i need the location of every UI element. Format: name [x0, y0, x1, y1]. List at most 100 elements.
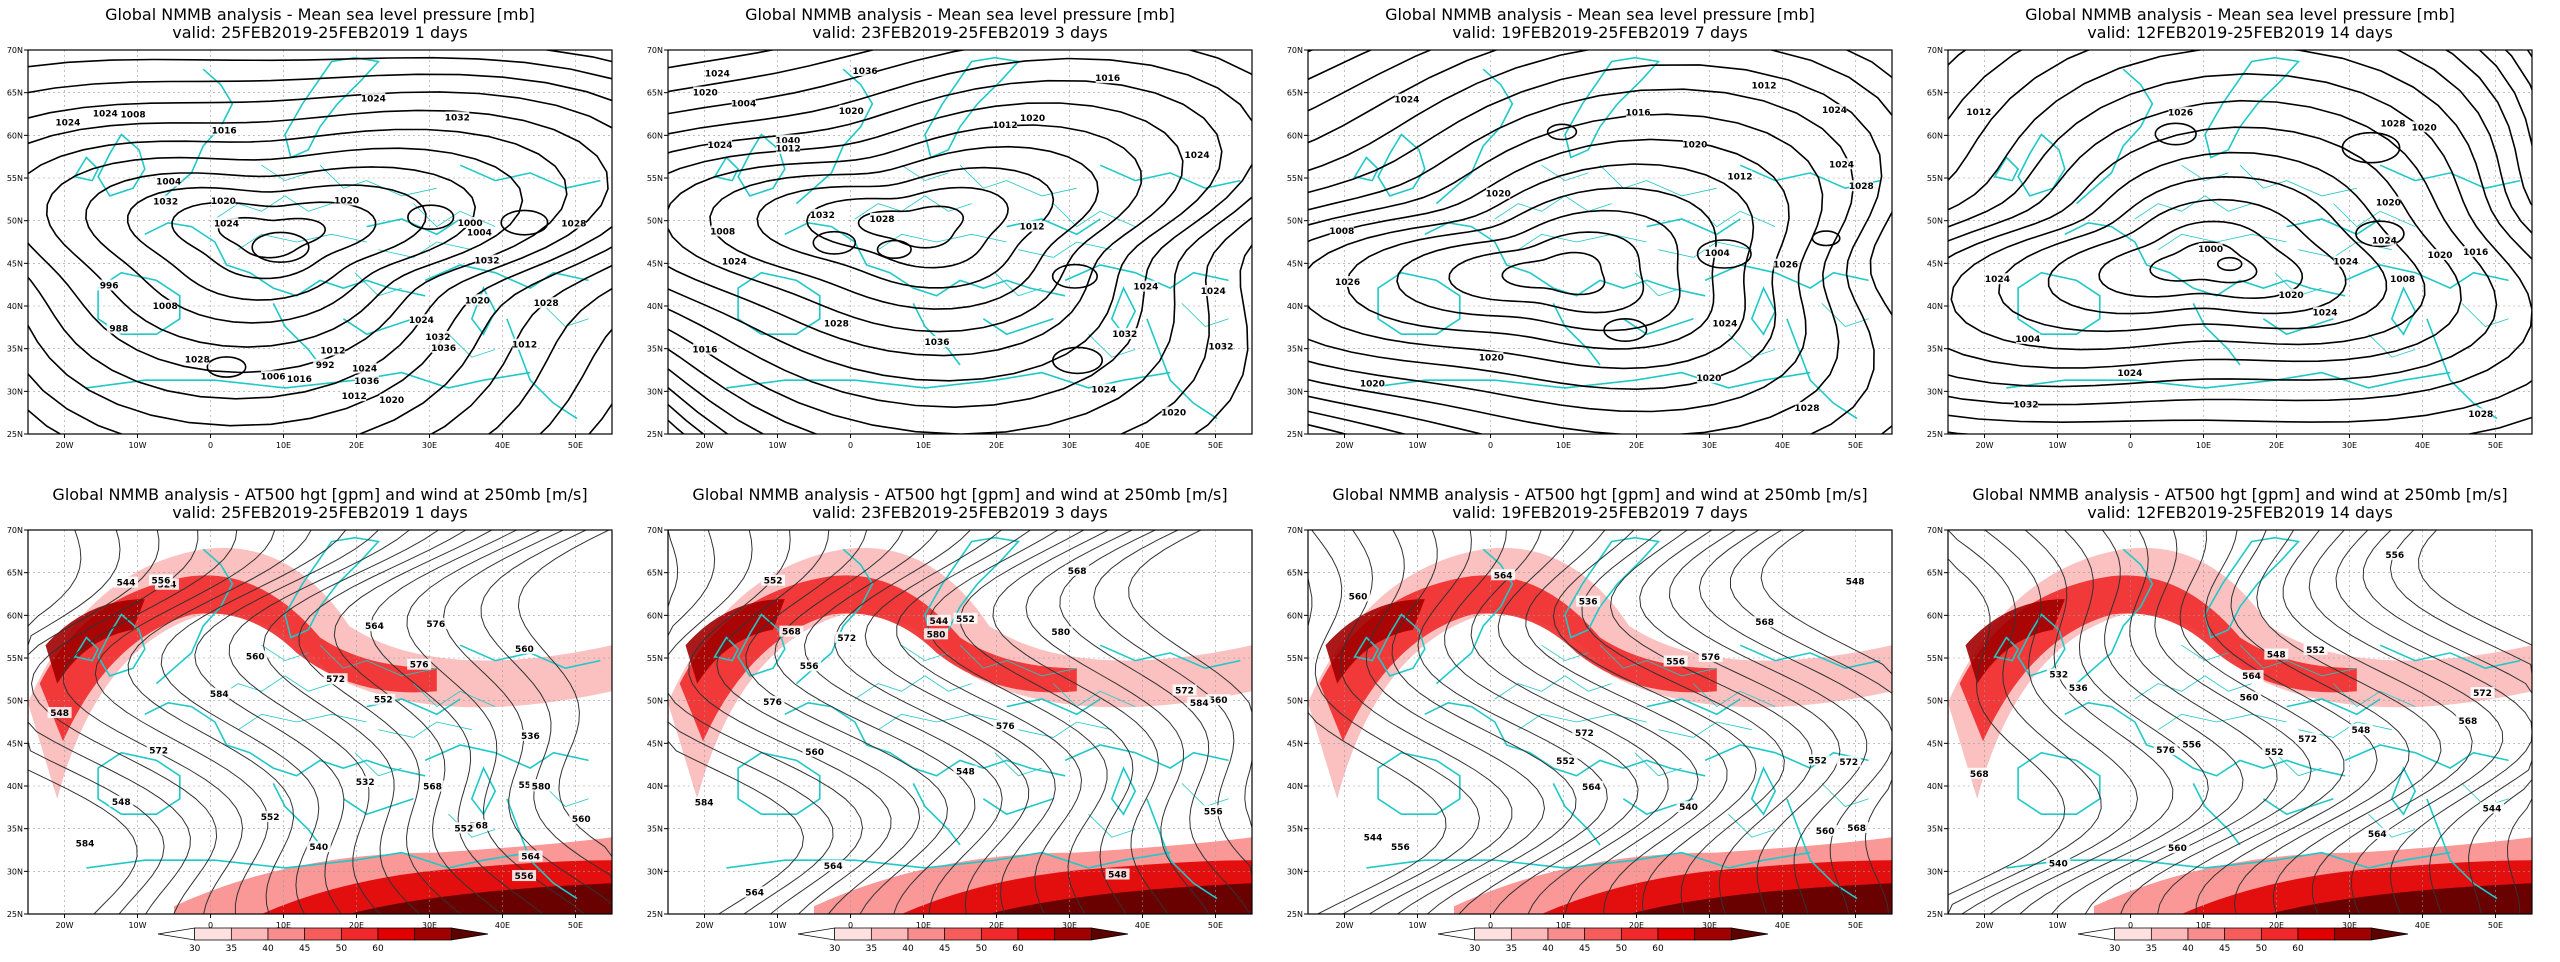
contour-label: 564 — [1582, 783, 1601, 793]
lat-tick-label: 35N — [647, 825, 663, 834]
closed-isobar — [812, 230, 857, 255]
country-border — [1517, 233, 1647, 251]
contour-label: 1028 — [1849, 182, 1874, 192]
colorbar-segment — [2297, 927, 2336, 941]
contour-label-bg — [379, 393, 404, 405]
contour-label-bg — [306, 841, 331, 853]
contour-label: 1000 — [458, 219, 483, 229]
map-panel: 532 536 540 544 548 552 556 560 564 568 572 576 548 5… — [1920, 480, 2560, 960]
colorbar-segment — [834, 927, 872, 941]
isobar — [1308, 163, 1755, 370]
lon-tick-label: 10W — [1408, 921, 1426, 930]
contour-label: 548 — [2352, 726, 2371, 736]
contour-label-bg — [1682, 138, 1707, 150]
contour-label-bg — [55, 116, 80, 128]
country-border — [319, 644, 437, 677]
contour-label-bg — [775, 134, 800, 146]
contour-label: 572 — [2473, 689, 2492, 699]
country-border — [378, 721, 472, 738]
contour-label: 1024 — [2372, 237, 2397, 247]
map-panel: 1000 1004 1008 1012 1016 1020 1024 1028 1026 1032… — [1920, 0, 2560, 480]
contour-label: 564 — [824, 862, 843, 872]
contour-label-bg — [731, 97, 756, 109]
height-contour — [834, 530, 1030, 914]
lon-tick-label: 10W — [768, 441, 786, 450]
isobar — [171, 201, 377, 280]
contour-label: 564 — [745, 888, 764, 898]
contour-label: 1032 — [475, 257, 500, 267]
contour-label: 1024 — [1829, 160, 1854, 170]
colorbar-tick-label: 60 — [372, 944, 384, 954]
country-border — [1728, 813, 1776, 838]
lat-tick-label: 45N — [7, 259, 23, 268]
closed-isobar — [2341, 131, 2401, 164]
contour-label-bg — [320, 344, 345, 356]
contour-label: 584 — [76, 840, 95, 850]
coastline — [2192, 303, 2241, 366]
contour-label-bg — [534, 297, 559, 309]
contour-label: 556 — [1204, 807, 1223, 817]
contour-label-bg — [148, 574, 173, 586]
height-contour — [1948, 530, 2102, 914]
colorbar-segment — [1017, 927, 1056, 941]
country-border — [2239, 644, 2357, 677]
contour-label: 552 — [1556, 757, 1575, 767]
coastline — [924, 56, 1020, 159]
lat-tick-label: 25N — [1927, 430, 1943, 439]
panel-title: Global NMMB analysis - Mean sea level pr… — [105, 5, 535, 24]
contour-label: 564 — [1494, 571, 1513, 581]
contour-label-bg — [258, 811, 283, 823]
contour-label: 580 — [1051, 628, 1070, 638]
lon-tick-label: 50E — [2488, 921, 2503, 930]
contour-label: 552 — [2265, 748, 2284, 758]
coastline — [1366, 851, 1811, 869]
country-border — [2157, 233, 2287, 251]
height-contour — [668, 530, 864, 914]
contour-label-bg — [1663, 655, 1688, 667]
lat-tick-label: 60N — [7, 131, 23, 140]
coastline — [2064, 701, 2346, 777]
height-contour — [1025, 530, 1210, 914]
lat-tick-label: 45N — [7, 739, 23, 748]
contour-label-bg — [924, 628, 949, 640]
contour-label: 1028 — [1794, 404, 1819, 414]
contour-label-bg — [761, 574, 786, 586]
map-plot: 1004 1008 1012 1016 1020 1024 1028 1032 1036 1040… — [647, 46, 1253, 450]
lat-tick-label: 45N — [1927, 259, 1943, 268]
lon-tick-label: 50E — [1848, 441, 1863, 450]
lat-tick-label: 35N — [1287, 825, 1303, 834]
coastline — [1377, 613, 1426, 677]
country-border — [1821, 303, 1869, 327]
isobar — [2149, 241, 2258, 284]
contour-label: 1020 — [1479, 354, 1504, 364]
height-contour — [1609, 530, 1813, 914]
map-background — [1308, 50, 1892, 434]
lat-tick-label: 30N — [7, 387, 23, 396]
height-contour — [94, 530, 276, 914]
coastline — [366, 218, 461, 236]
coastline — [713, 156, 740, 182]
contour-label-bg — [760, 696, 785, 708]
country-border — [1181, 303, 1229, 327]
coastline — [1750, 286, 1777, 336]
contour-label: 1016 — [2463, 248, 2488, 258]
coastline — [284, 56, 380, 159]
coastline — [1993, 636, 2020, 662]
colorbar-tick-label: 60 — [1012, 944, 1024, 954]
panel-valid-time: valid: 12FEB2019-25FEB2019 14 days — [2087, 23, 2393, 42]
contour-label: 556 — [515, 872, 534, 882]
height-contour — [1417, 530, 1608, 914]
height-contour — [333, 530, 502, 914]
lat-tick-label: 25N — [1927, 910, 1943, 919]
contour-label: 548 — [956, 767, 975, 777]
country-border — [378, 241, 472, 258]
lat-tick-label: 50N — [1927, 697, 1943, 706]
contour-label: 584 — [695, 799, 714, 809]
contour-label: 1008 — [710, 227, 735, 237]
lat-tick-label: 70N — [7, 46, 23, 55]
coastline — [795, 68, 874, 205]
contour-label: 1024 — [1985, 275, 2010, 285]
contour-label: 1004 — [1705, 249, 1730, 259]
closed-isobar — [2154, 122, 2197, 146]
colorbar-segment — [304, 927, 342, 941]
